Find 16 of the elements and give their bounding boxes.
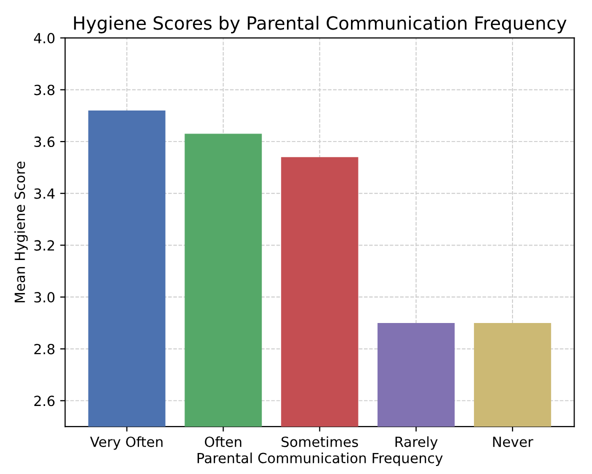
x-axis-title: Parental Communication Frequency: [198, 452, 443, 466]
y-tick-label: 3.0: [34, 292, 54, 303]
x-tick-label: Never: [493, 436, 534, 448]
y-axis-title: Mean Hygiene Score: [14, 162, 28, 302]
y-tick-label: 3.2: [34, 240, 54, 251]
y-tick-label: 4.0: [34, 32, 54, 44]
y-tick-label: 3.8: [34, 84, 54, 96]
x-tick-label: Very Often: [90, 436, 162, 450]
y-tick-label: 2.6: [34, 396, 55, 406]
y-tick-label: 3.6: [34, 136, 55, 148]
x-tick-label: Sometimes: [282, 436, 358, 448]
x-tick-label: Often: [204, 436, 242, 448]
y-tick-label: 3.4: [34, 188, 55, 199]
chart-title: Hygiene Scores by Parental Communication Frequency: [74, 16, 566, 34]
y-tick-label: 2.8: [34, 344, 54, 354]
x-tick-label: Rarely: [396, 436, 438, 450]
